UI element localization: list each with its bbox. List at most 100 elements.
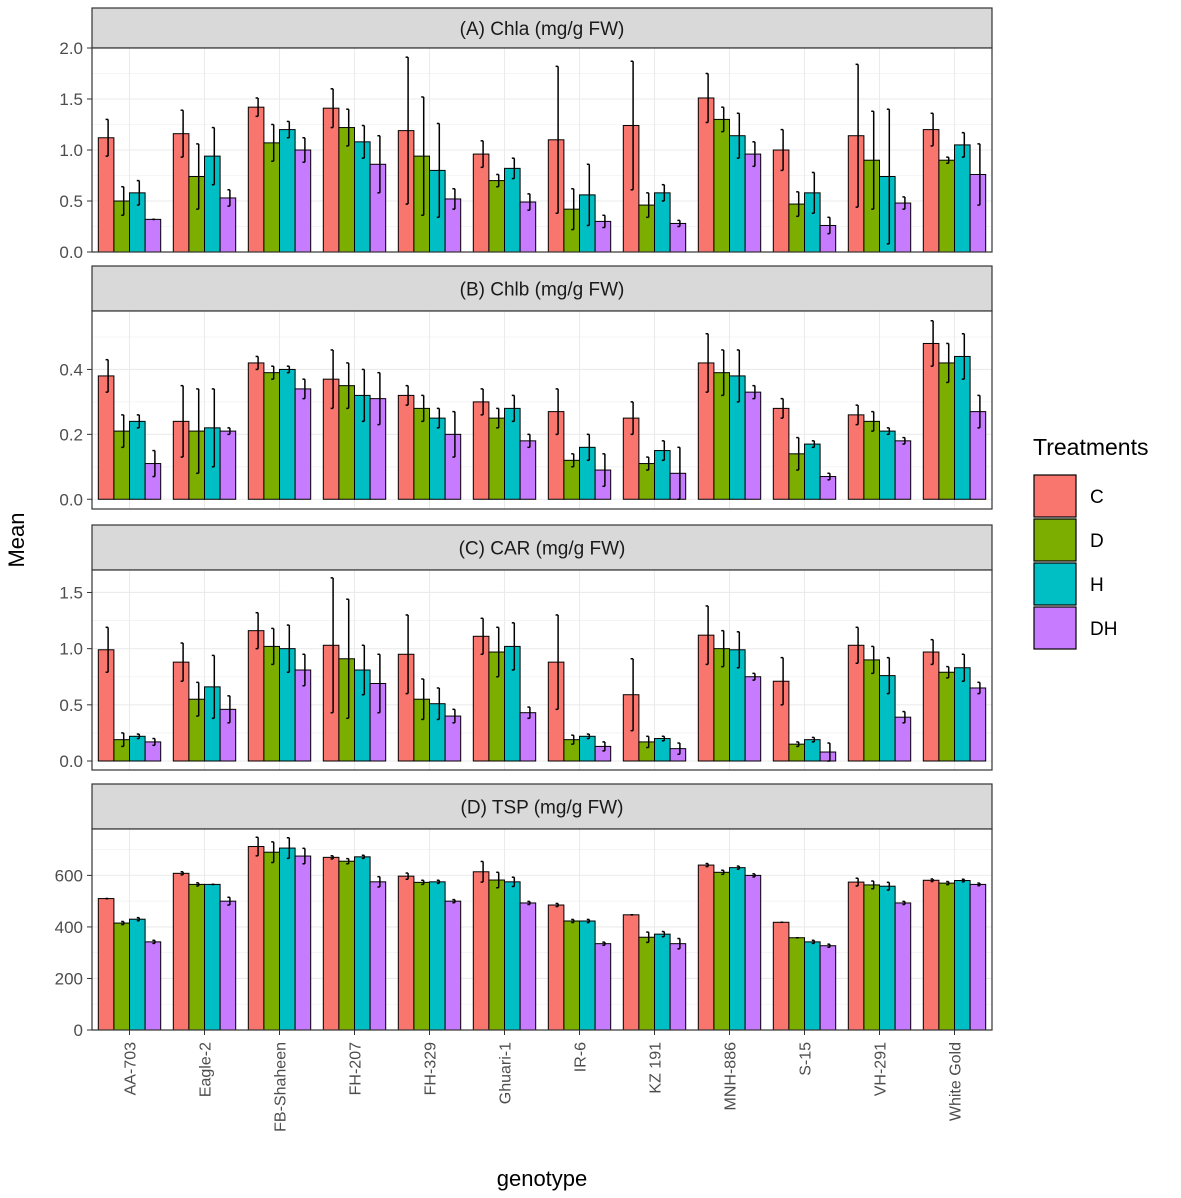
x-tick-label: VH-291 — [873, 1042, 890, 1096]
bar-DH-IR-6 — [594, 220, 612, 253]
panel-1: (B) Chlb (mg/g FW) 0.0 0.2 0.4 — [59, 265, 993, 510]
bar-C-Ghuari-1 — [472, 401, 490, 500]
bar-H-FH-207 — [354, 856, 371, 1031]
bar-DH-AA-703 — [144, 218, 162, 253]
bar-C-MNH-886 — [697, 634, 715, 762]
legend-title: Treatments — [1033, 434, 1148, 460]
bar-H-S-15 — [804, 941, 821, 1031]
bar-C-Eagle-2 — [172, 661, 190, 762]
bar-C-FH-207 — [322, 107, 340, 253]
bar-D-VH-291 — [863, 659, 881, 762]
bar-C-FH-329 — [397, 394, 415, 500]
y-tick-label: 1.5 — [59, 583, 83, 602]
bar-C-S-15 — [772, 680, 790, 762]
bar-D-AA-703 — [113, 430, 131, 500]
bar-DH-AA-703 — [144, 463, 162, 500]
panel-title: (C) CAR (mg/g FW) — [459, 539, 626, 560]
bar-H-Ghuari-1 — [504, 167, 521, 253]
bar-H-MNH-886 — [729, 135, 746, 253]
bar-DH-White Gold — [969, 411, 987, 500]
bar-H-Ghuari-1 — [504, 645, 521, 762]
bar-C-KZ 191 — [622, 417, 640, 500]
bar-H-FH-329 — [429, 169, 446, 253]
bar-DH-FB-Shaheen — [294, 855, 312, 1031]
bar-C-Ghuari-1 — [472, 153, 490, 253]
bar-D-MNH-886 — [713, 871, 731, 1031]
panel-strip — [91, 783, 993, 830]
panel-strip — [91, 265, 993, 312]
bar-D-S-15 — [788, 453, 806, 500]
bar-DH-Eagle-2 — [219, 900, 237, 1031]
bar-H-FH-207 — [354, 669, 371, 762]
y-tick-label: 0.2 — [59, 425, 83, 444]
bar-DH-S-15 — [819, 476, 837, 500]
bar-C-KZ 191 — [622, 694, 640, 762]
bar-H-VH-291 — [879, 430, 896, 500]
bar-DH-Eagle-2 — [219, 708, 237, 762]
bar-D-FH-207 — [338, 860, 355, 1031]
bar-D-KZ 191 — [638, 741, 656, 762]
legend-key-C — [1033, 474, 1077, 518]
bar-DH-FH-207 — [369, 163, 387, 253]
bar-C-Ghuari-1 — [472, 871, 490, 1031]
bar-H-S-15 — [804, 739, 821, 762]
x-tick-label: AA-703 — [123, 1042, 140, 1095]
bar-H-White Gold — [954, 144, 971, 253]
bar-D-Ghuari-1 — [488, 879, 505, 1031]
bar-H-IR-6 — [579, 194, 596, 253]
legend-label-H: H — [1090, 575, 1104, 596]
bar-DH-AA-703 — [144, 941, 162, 1031]
bar-DH-FB-Shaheen — [294, 149, 312, 253]
bar-DH-KZ 191 — [669, 943, 687, 1031]
bar-C-FH-207 — [322, 378, 340, 500]
bar-C-MNH-886 — [697, 864, 715, 1031]
bar-H-FH-329 — [429, 417, 446, 500]
y-tick-label: 0.0 — [59, 752, 83, 771]
bar-D-Eagle-2 — [188, 883, 205, 1031]
bar-DH-White Gold — [969, 687, 987, 762]
bar-D-S-15 — [788, 937, 806, 1031]
bar-DH-KZ 191 — [669, 472, 687, 500]
bar-D-KZ 191 — [638, 936, 656, 1031]
bar-H-KZ 191 — [654, 450, 671, 500]
y-tick-label: 0.4 — [59, 360, 83, 379]
bar-H-AA-703 — [129, 918, 146, 1031]
bar-DH-White Gold — [969, 173, 987, 253]
plot-background — [92, 570, 992, 770]
bar-DH-FB-Shaheen — [294, 388, 312, 500]
bar-D-Ghuari-1 — [488, 180, 505, 253]
bar-D-AA-703 — [113, 200, 131, 253]
bar-DH-FH-207 — [369, 398, 387, 500]
bar-D-Ghuari-1 — [488, 417, 505, 500]
plot-background — [92, 311, 992, 509]
legend-key-H — [1033, 562, 1077, 606]
bar-H-MNH-886 — [729, 375, 746, 500]
bar-C-VH-291 — [847, 135, 865, 253]
bar-C-Eagle-2 — [172, 872, 190, 1031]
bar-D-AA-703 — [113, 739, 131, 762]
bar-DH-VH-291 — [894, 902, 912, 1031]
bar-H-IR-6 — [579, 920, 596, 1031]
bar-H-IR-6 — [579, 446, 596, 500]
bar-C-IR-6 — [547, 139, 565, 253]
bar-DH-IR-6 — [594, 943, 612, 1031]
bar-C-FH-329 — [397, 875, 415, 1031]
bar-DH-Ghuari-1 — [519, 440, 537, 500]
bar-C-AA-703 — [97, 375, 115, 500]
x-tick-label: White Gold — [948, 1042, 965, 1121]
bar-D-FB-Shaheen — [263, 142, 280, 253]
panel-border — [91, 47, 993, 253]
bar-H-Eagle-2 — [204, 883, 221, 1031]
bar-H-KZ 191 — [654, 738, 671, 762]
bar-H-Eagle-2 — [204, 155, 221, 253]
bar-C-White Gold — [922, 651, 940, 762]
bar-H-FB-Shaheen — [279, 847, 296, 1031]
bar-C-AA-703 — [97, 649, 115, 762]
bar-D-VH-291 — [863, 884, 881, 1031]
bar-C-S-15 — [772, 407, 790, 500]
bar-H-Ghuari-1 — [504, 881, 521, 1031]
panel-border — [91, 569, 993, 771]
bar-D-VH-291 — [863, 159, 881, 253]
bar-D-AA-703 — [113, 922, 131, 1031]
